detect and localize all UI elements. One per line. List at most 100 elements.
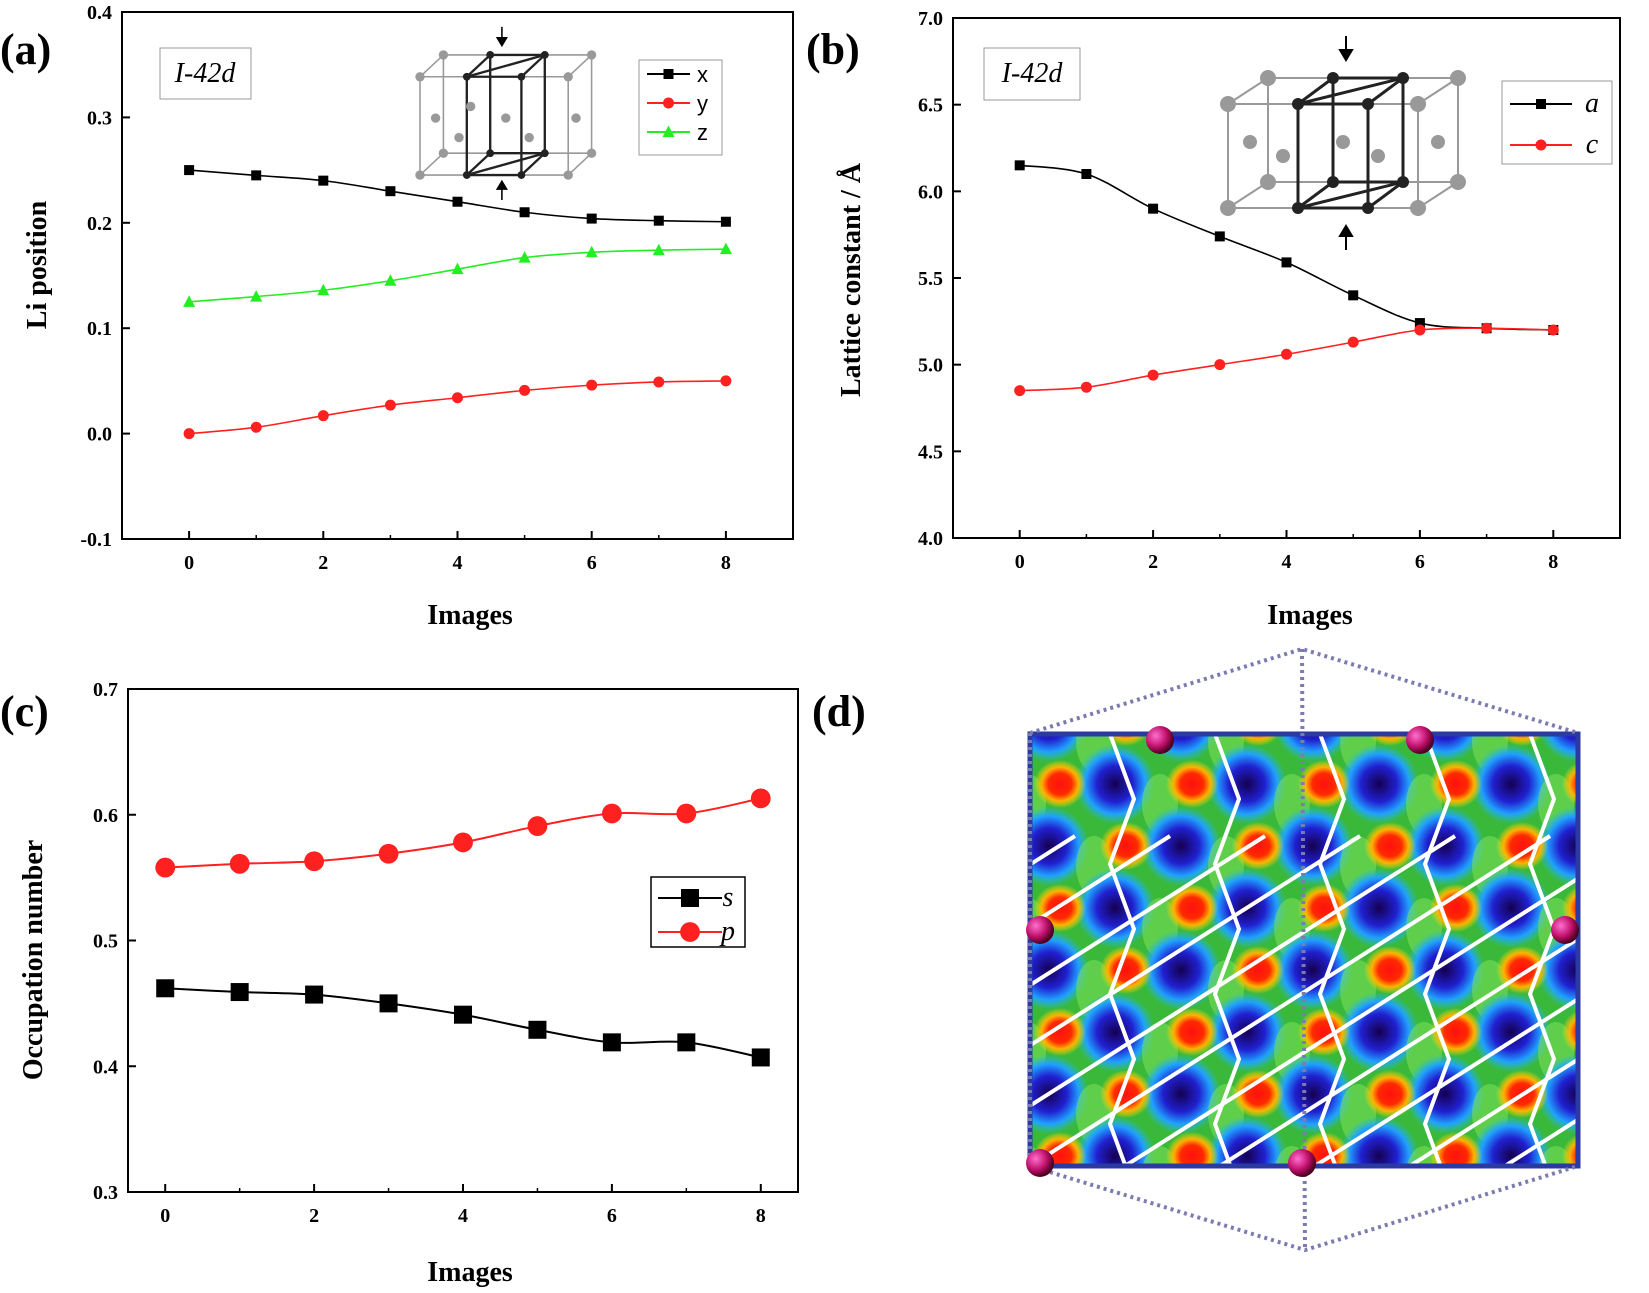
y-tick-label: 6.5 xyxy=(918,95,943,117)
data-point-y xyxy=(183,428,195,440)
legend-marker-p xyxy=(680,922,700,942)
data-point-s xyxy=(305,985,324,1004)
data-point-y xyxy=(519,384,531,396)
atom xyxy=(1026,916,1054,944)
data-point-y xyxy=(653,376,665,388)
tick-labels-b: 4.0 4.5 5.0 5.5 6.0 6.5 7.0 0 2 4 6 8 xyxy=(918,8,1621,573)
series-line-z xyxy=(189,248,726,303)
data-point-a xyxy=(1081,169,1092,179)
plot-area-c xyxy=(155,788,771,1067)
atom xyxy=(1146,726,1174,754)
x-axis-title-c: Images xyxy=(427,1257,513,1288)
data-point-s xyxy=(528,1020,547,1039)
data-point-c xyxy=(1147,369,1159,381)
data-point-c xyxy=(1547,324,1559,336)
data-point-x xyxy=(452,196,463,207)
data-point-y xyxy=(250,421,262,433)
crystal-cell-inset-b xyxy=(1220,36,1466,250)
legend-label-p: p xyxy=(719,916,735,947)
space-group-label-b: I-42d xyxy=(1001,58,1064,89)
data-point-x xyxy=(586,213,597,224)
y-tick-label: 0.2 xyxy=(87,213,112,235)
data-point-c xyxy=(1347,336,1359,348)
x-tick-label: 4 xyxy=(1282,551,1292,573)
panel-d-label: (d) xyxy=(812,687,866,736)
data-point-y xyxy=(384,399,396,411)
data-point-z xyxy=(183,295,196,307)
x-tick-label: 4 xyxy=(453,552,463,574)
data-point-s xyxy=(454,1005,472,1024)
legend-label-c: c xyxy=(1586,129,1599,160)
panel-b-label: (b) xyxy=(806,25,860,74)
atom xyxy=(1026,1149,1054,1177)
y-tick-label: 0.6 xyxy=(93,805,118,827)
x-tick-label: 8 xyxy=(756,1205,766,1227)
x-tick-label: 4 xyxy=(458,1205,468,1227)
y-tick-label: 0.5 xyxy=(93,931,118,953)
panel-d: (d) xyxy=(812,646,1581,1253)
data-point-a xyxy=(1148,203,1159,214)
legend-label-a: a xyxy=(1585,88,1599,119)
series-line-a xyxy=(1019,164,1554,331)
y-tick-label: 4.0 xyxy=(918,528,943,550)
y-tick-label: 5.5 xyxy=(918,268,943,290)
space-group-label-a: I-42d xyxy=(174,58,237,89)
y-tick-label: 6.0 xyxy=(918,181,943,203)
data-point-x xyxy=(184,165,195,176)
legend-marker-x xyxy=(663,69,674,79)
data-point-y xyxy=(317,410,329,422)
y-tick-label: 4.5 xyxy=(918,441,943,463)
legend-a: xyz xyxy=(638,59,723,156)
atom-markers xyxy=(1026,726,1579,1177)
y-tick-label: 0.4 xyxy=(93,1056,118,1078)
data-point-s xyxy=(379,994,398,1013)
tick-labels-c: 0.3 0.4 0.5 0.6 0.7 0 2 4 6 8 xyxy=(93,679,766,1227)
data-point-z xyxy=(317,283,330,296)
data-point-s xyxy=(602,1033,621,1052)
data-point-c xyxy=(1080,381,1092,393)
y-axis-title-c: Occupation number xyxy=(18,840,49,1080)
data-point-p xyxy=(527,816,548,836)
x-tick-label: 0 xyxy=(184,552,194,574)
legend-marker-a xyxy=(1536,99,1546,109)
atom xyxy=(1288,1149,1316,1177)
y-tick-label: 0.1 xyxy=(87,318,112,340)
data-point-z xyxy=(518,251,531,263)
data-point-p xyxy=(229,853,250,874)
data-point-x xyxy=(720,216,731,227)
data-point-y xyxy=(452,392,463,404)
data-point-c xyxy=(1481,322,1493,334)
data-point-p xyxy=(750,788,771,809)
x-tick-label: 6 xyxy=(1415,551,1425,573)
panel-a-label: (a) xyxy=(0,25,51,74)
unit-cell-outline xyxy=(1028,646,1579,1253)
data-point-a xyxy=(1214,231,1225,242)
data-point-y xyxy=(720,375,732,387)
y-tick-label: 7.0 xyxy=(918,8,943,30)
atom xyxy=(1551,916,1579,944)
lattice-lines xyxy=(1030,734,1578,1166)
data-point-p xyxy=(601,803,622,824)
y-tick-label: 0.3 xyxy=(87,107,112,129)
x-tick-label: 8 xyxy=(721,552,731,574)
legend-marker-z xyxy=(662,125,675,137)
data-point-c xyxy=(1414,324,1426,336)
data-point-x xyxy=(251,170,262,181)
plot-area-a xyxy=(183,165,732,440)
y-tick-label: 0.0 xyxy=(87,424,112,446)
data-point-x xyxy=(653,215,664,226)
x-tick-label: 0 xyxy=(1015,551,1025,573)
atom xyxy=(1406,726,1434,754)
data-point-p xyxy=(304,851,325,872)
space-group-box-b xyxy=(983,47,1081,101)
data-point-z xyxy=(652,243,665,256)
y-axis-title-a: Li position xyxy=(22,200,53,329)
data-point-z xyxy=(384,274,397,286)
y-tick-label: 0.7 xyxy=(93,679,118,701)
data-point-c xyxy=(1214,359,1226,371)
x-tick-label: 8 xyxy=(1548,551,1558,573)
y-axis-title-b: Lattice constant / Å xyxy=(836,162,867,397)
data-point-z xyxy=(719,242,732,255)
data-point-a xyxy=(1414,318,1425,329)
data-point-a xyxy=(1348,290,1359,301)
